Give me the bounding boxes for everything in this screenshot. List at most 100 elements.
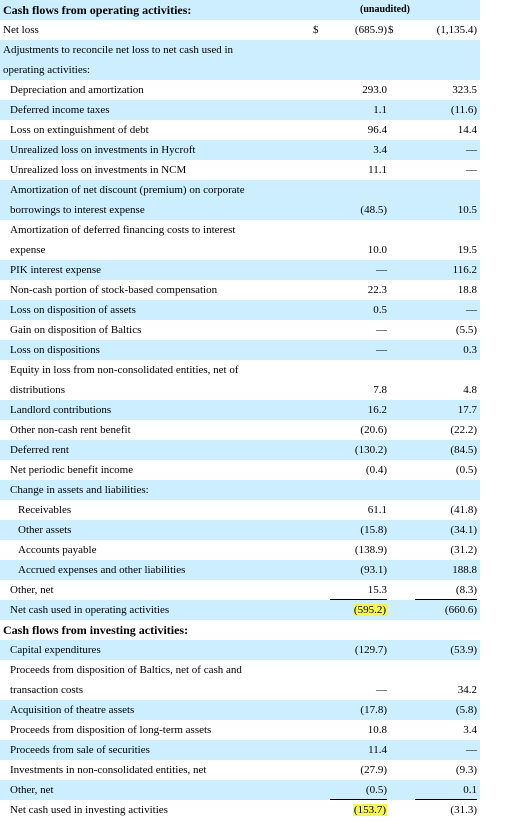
- row-label: Unrealized loss on investments in NCM: [10, 164, 187, 176]
- value-col1: (0.4): [365, 464, 387, 476]
- value-col1: 11.4: [368, 744, 387, 756]
- row-label: PIK interest expense: [10, 264, 102, 276]
- value-col2: —: [466, 304, 477, 316]
- value-col1: (595.2): [330, 600, 387, 620]
- value-col1: (27.9): [360, 764, 387, 776]
- value-col1: (15.8): [360, 524, 387, 536]
- operating-section-title: Cash flows from operating activities:: [3, 3, 192, 17]
- row-label: Non-cash portion of stock-based compensa…: [10, 284, 218, 296]
- value-col2: 19.5: [457, 244, 477, 256]
- table-row: Unrealized loss on investments in Hycrof…: [0, 140, 480, 160]
- adjustments-line2: operating activities:: [3, 64, 91, 76]
- row-label: Unrealized loss on investments in Hycrof…: [10, 144, 196, 156]
- value-col2: 3.4: [463, 724, 477, 736]
- table-row: Deferred income taxes 1.1 (11.6): [0, 100, 480, 120]
- value-col1: —: [376, 684, 387, 696]
- row-label: Net loss: [3, 24, 39, 36]
- highlighted-value: (595.2): [352, 604, 387, 616]
- value-col2: 116.2: [452, 264, 477, 276]
- row-label: Other, net: [10, 784, 54, 796]
- row-label-line1: Equity in loss from non-consolidated ent…: [10, 364, 239, 376]
- value-col1: 1.1: [373, 104, 387, 116]
- value-col1: (20.6): [360, 424, 387, 436]
- value-col2: 10.5: [457, 204, 477, 216]
- value-col1: (93.1): [360, 564, 387, 576]
- change-heading: Change in assets and liabilities:: [10, 484, 149, 496]
- table-row: Receivables 61.1 (41.8): [0, 500, 480, 520]
- operating-total-row: Net cash used in operating activities (5…: [0, 600, 480, 620]
- value-col2: (660.6): [444, 604, 477, 616]
- row-label: Gain on disposition of Baltics: [10, 324, 142, 336]
- table-row: Acquisition of theatre assets (17.8) (5.…: [0, 700, 480, 720]
- table-row: Gain on disposition of Baltics — (5.5): [0, 320, 480, 340]
- value-col2: 34.2: [457, 684, 477, 696]
- cash-flow-statement: Cash flows from operating activities: (u…: [0, 0, 480, 820]
- value-col1: 16.2: [367, 404, 387, 416]
- value-col2: —: [466, 144, 477, 156]
- table-row: Other assets (15.8) (34.1): [0, 520, 480, 540]
- value-col2: 14.4: [457, 124, 477, 136]
- value-col1: (153.7): [330, 800, 387, 820]
- row-label-line2: expense: [10, 244, 46, 256]
- currency-symbol: $: [313, 24, 319, 36]
- highlighted-value: (153.7): [352, 804, 387, 816]
- value-col1: —: [376, 264, 387, 276]
- row-label: Net cash used in operating activities: [10, 604, 170, 616]
- table-row: Capital expenditures (129.7) (53.9): [0, 640, 480, 660]
- table-row: Equity in loss from non-consolidated ent…: [0, 360, 480, 400]
- value-col2: 0.1: [415, 780, 477, 800]
- value-col1: —: [376, 324, 387, 336]
- row-label: Proceeds from disposition of long-term a…: [10, 724, 212, 736]
- value-col2: 0.3: [463, 344, 477, 356]
- value-col1: (48.5): [360, 204, 387, 216]
- value-col1: (17.8): [360, 704, 387, 716]
- value-col1: (129.7): [354, 644, 387, 656]
- value-col2: (8.3): [415, 580, 477, 600]
- value-col1: (130.2): [354, 444, 387, 456]
- row-label: Landlord contributions: [10, 404, 112, 416]
- value-col2: (34.1): [450, 524, 477, 536]
- table-row: Proceeds from disposition of long-term a…: [0, 720, 480, 740]
- table-row: Other non-cash rent benefit (20.6) (22.2…: [0, 420, 480, 440]
- net-loss-row: Net loss $ (685.9) $ (1,135.4): [0, 20, 480, 40]
- value-col2: 4.8: [463, 384, 477, 396]
- row-label-line2: transaction costs: [10, 684, 84, 696]
- row-label: Deferred rent: [10, 444, 69, 456]
- operating-section-header: Cash flows from operating activities: (u…: [0, 0, 480, 20]
- value-col1: (0.5): [330, 780, 387, 800]
- value-col2: 17.7: [457, 404, 477, 416]
- value-col1: 15.3: [330, 580, 387, 600]
- row-label-line1: Amortization of net discount (premium) o…: [10, 184, 245, 196]
- row-label: Accrued expenses and other liabilities: [18, 564, 186, 576]
- value-col2: 188.8: [452, 564, 477, 576]
- value-col1: —: [376, 344, 387, 356]
- table-row: Investments in non-consolidated entities…: [0, 760, 480, 780]
- table-row: Loss on extinguishment of debt 96.4 14.4: [0, 120, 480, 140]
- other-net-row: Other, net 15.3 (8.3): [0, 580, 480, 600]
- value-col2: (5.5): [455, 324, 477, 336]
- value-col2: (0.5): [455, 464, 477, 476]
- value-col2: (84.5): [450, 444, 477, 456]
- value-col2: —: [466, 744, 477, 756]
- value-col2: (11.6): [450, 104, 477, 116]
- table-row: Unrealized loss on investments in NCM 11…: [0, 160, 480, 180]
- value-col2: (41.8): [450, 504, 477, 516]
- table-row: Proceeds from sale of securities 11.4 —: [0, 740, 480, 760]
- value-col2: 18.8: [457, 284, 477, 296]
- investing-section-header: Cash flows from investing activities:: [0, 620, 480, 640]
- row-label: Loss on dispositions: [10, 344, 100, 356]
- table-row: Deferred rent (130.2) (84.5): [0, 440, 480, 460]
- row-label: Proceeds from sale of securities: [10, 744, 150, 756]
- value-col1: 96.4: [367, 124, 387, 136]
- row-label-line2: borrowings to interest expense: [10, 204, 145, 216]
- value-col2: 323.5: [452, 84, 477, 96]
- row-label: Accounts payable: [18, 544, 97, 556]
- value-col2: (31.2): [450, 544, 477, 556]
- adjustments-line1: Adjustments to reconcile net loss to net…: [3, 44, 234, 56]
- value-col2: (22.2): [450, 424, 477, 436]
- table-row: Non-cash portion of stock-based compensa…: [0, 280, 480, 300]
- value-col1: (138.9): [354, 544, 387, 556]
- row-label: Loss on disposition of assets: [10, 304, 136, 316]
- table-row: Depreciation and amortization 293.0 323.…: [0, 80, 480, 100]
- row-label: Capital expenditures: [10, 644, 101, 656]
